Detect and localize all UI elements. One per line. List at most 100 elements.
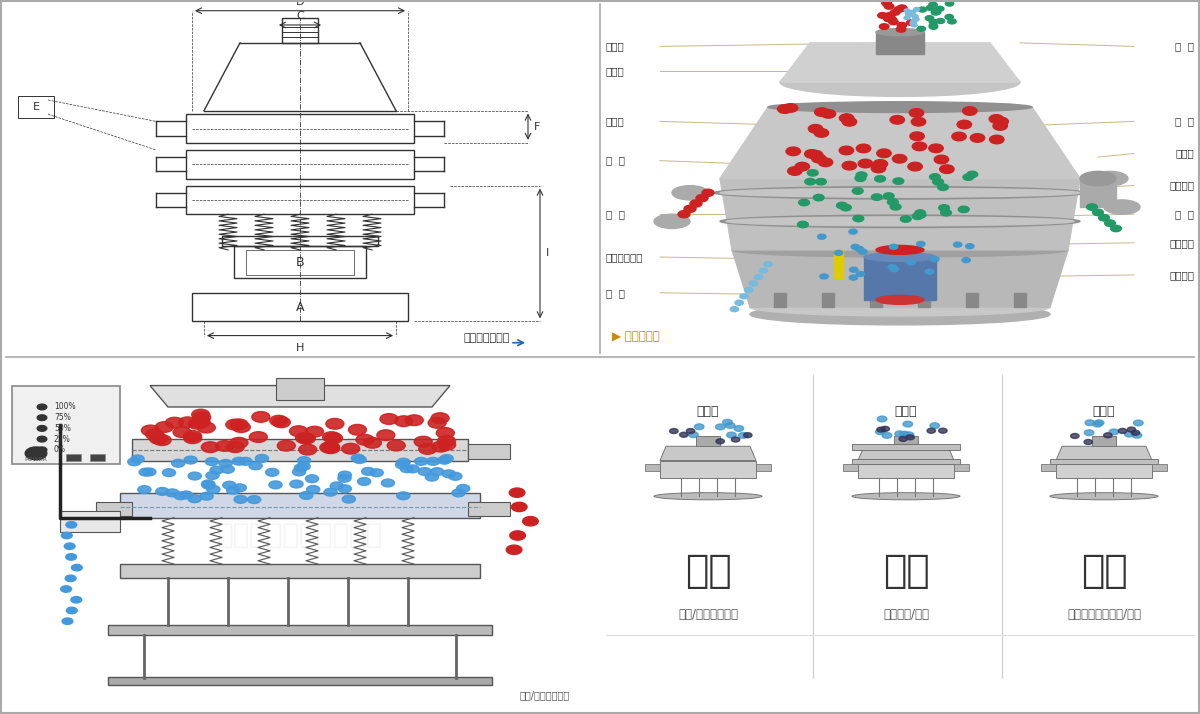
Bar	[192, 293, 408, 321]
Circle shape	[419, 443, 437, 454]
Bar	[66, 454, 82, 461]
Circle shape	[856, 246, 864, 251]
Ellipse shape	[720, 215, 1080, 228]
Circle shape	[370, 469, 383, 477]
Circle shape	[139, 468, 152, 476]
Circle shape	[66, 521, 77, 528]
Bar	[108, 677, 492, 685]
Circle shape	[730, 306, 739, 311]
Circle shape	[1132, 431, 1140, 436]
Circle shape	[679, 432, 688, 437]
Circle shape	[306, 426, 324, 437]
Circle shape	[1109, 429, 1118, 435]
Circle shape	[438, 456, 451, 464]
Circle shape	[506, 545, 522, 554]
Circle shape	[509, 488, 524, 497]
Circle shape	[65, 543, 76, 550]
Circle shape	[906, 13, 912, 16]
Ellipse shape	[750, 303, 1050, 325]
Circle shape	[989, 115, 1003, 124]
Circle shape	[907, 260, 916, 265]
Circle shape	[884, 4, 894, 9]
Circle shape	[857, 144, 871, 153]
Circle shape	[322, 443, 340, 453]
Circle shape	[992, 121, 1007, 130]
Circle shape	[900, 431, 910, 437]
Circle shape	[925, 16, 934, 21]
Circle shape	[749, 281, 758, 286]
Circle shape	[352, 454, 365, 462]
Circle shape	[361, 468, 374, 476]
Circle shape	[898, 5, 907, 11]
Circle shape	[725, 423, 734, 428]
Bar	[852, 458, 960, 464]
Circle shape	[179, 417, 197, 428]
Circle shape	[962, 106, 977, 115]
Circle shape	[380, 413, 398, 424]
Text: 筛  网: 筛 网	[1175, 41, 1194, 51]
Circle shape	[202, 481, 215, 489]
Bar	[186, 186, 414, 214]
Circle shape	[913, 7, 919, 11]
Circle shape	[882, 0, 892, 6]
Circle shape	[1093, 421, 1103, 427]
Circle shape	[900, 216, 911, 222]
Circle shape	[415, 458, 428, 466]
Circle shape	[330, 482, 343, 490]
Circle shape	[37, 426, 47, 431]
Circle shape	[815, 108, 829, 116]
Text: 筛  盘: 筛 盘	[1175, 209, 1194, 219]
Text: 颗粒/粉末准确分级: 颗粒/粉末准确分级	[678, 608, 738, 620]
Bar	[858, 461, 954, 478]
Text: 下部重锤: 下部重锤	[1169, 270, 1194, 280]
Circle shape	[796, 162, 810, 171]
Circle shape	[298, 457, 311, 465]
Circle shape	[881, 426, 889, 431]
Text: 75%: 75%	[54, 413, 71, 422]
Text: 100%: 100%	[54, 403, 76, 411]
Circle shape	[814, 194, 824, 201]
Circle shape	[192, 417, 210, 428]
Circle shape	[815, 129, 829, 137]
Circle shape	[895, 431, 905, 437]
Circle shape	[929, 2, 937, 7]
Bar	[1080, 178, 1116, 207]
Bar	[1050, 458, 1158, 464]
Text: 外形尺寸示意图: 外形尺寸示意图	[463, 333, 510, 343]
Text: 双层式: 双层式	[1093, 405, 1115, 418]
Polygon shape	[660, 446, 756, 461]
Circle shape	[890, 203, 901, 210]
Circle shape	[300, 491, 313, 499]
Bar	[660, 461, 756, 478]
Circle shape	[932, 9, 941, 14]
Circle shape	[61, 533, 72, 538]
Circle shape	[899, 436, 907, 441]
Text: 加重块: 加重块	[1175, 149, 1194, 159]
Circle shape	[858, 159, 872, 168]
Circle shape	[431, 413, 449, 423]
Circle shape	[958, 120, 972, 129]
Circle shape	[910, 132, 924, 141]
Circle shape	[523, 517, 539, 526]
Circle shape	[962, 258, 971, 263]
Ellipse shape	[864, 253, 936, 261]
Circle shape	[875, 176, 886, 182]
Circle shape	[836, 202, 847, 208]
Circle shape	[739, 294, 749, 298]
Circle shape	[840, 204, 851, 211]
Ellipse shape	[654, 493, 762, 500]
Text: 超声波振动筛粉机原理: 超声波振动筛粉机原理	[217, 521, 383, 550]
Ellipse shape	[1104, 200, 1140, 214]
Circle shape	[156, 488, 169, 496]
Circle shape	[938, 428, 947, 433]
Ellipse shape	[1050, 493, 1158, 500]
Circle shape	[887, 16, 896, 22]
Circle shape	[277, 441, 295, 451]
Circle shape	[428, 418, 446, 428]
Circle shape	[820, 274, 828, 279]
Circle shape	[166, 489, 179, 497]
Ellipse shape	[768, 101, 1032, 113]
Circle shape	[877, 13, 887, 19]
Circle shape	[197, 422, 215, 433]
Circle shape	[307, 486, 320, 493]
